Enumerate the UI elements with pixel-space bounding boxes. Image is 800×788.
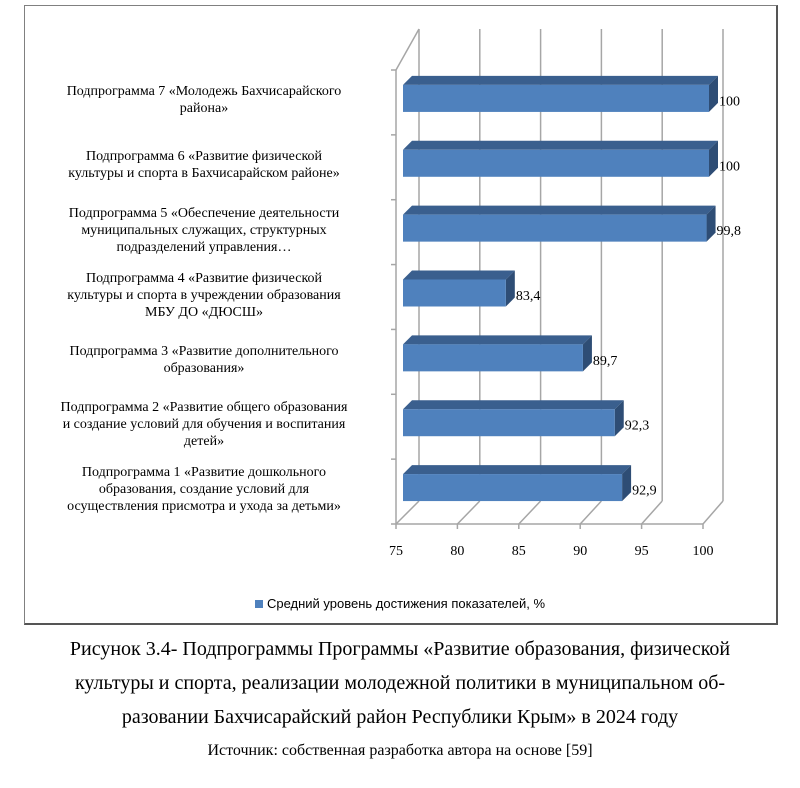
bar bbox=[403, 84, 709, 112]
bar-top bbox=[403, 270, 515, 280]
category-label: Подпрограмма 7 «Молодежь Бахчисарайского… bbox=[24, 83, 384, 117]
data-label: 89,7 bbox=[593, 354, 618, 369]
category-label: Подпрограмма 1 «Развитие дошкольного обра… bbox=[24, 464, 384, 515]
data-label: 92,3 bbox=[625, 419, 650, 434]
category-label-line: Подпрограмма 6 «Развитие физической bbox=[85, 149, 323, 165]
category-label: Подпрограмма 6 «Развитие физической культ… bbox=[24, 148, 384, 182]
chart-frame bbox=[24, 5, 778, 625]
bar-top bbox=[403, 75, 718, 85]
bar-top bbox=[403, 400, 624, 410]
category-label-line: МБУ ДО «ДЮСШ» bbox=[145, 304, 263, 320]
category-label: Подпрограмма 2 «Развитие общего образова… bbox=[24, 399, 384, 450]
bar bbox=[403, 409, 615, 437]
category-label-line: культуры и спорта в учреждении образован… bbox=[67, 287, 341, 303]
legend-swatch bbox=[254, 600, 263, 608]
bar bbox=[403, 149, 709, 177]
category-label-line: подразделений управления… bbox=[116, 239, 292, 255]
category-label-line: и создание условий для обучения и воспит… bbox=[62, 417, 346, 433]
bar-side bbox=[614, 400, 624, 437]
category-label: Подпрограмма 3 «Развитие дополнительного… bbox=[24, 343, 384, 377]
category-label: Подпрограмма 5 «Обеспечение деятельности… bbox=[24, 205, 384, 256]
caption-line: культуры и спорта, реализации молодежной… bbox=[74, 672, 726, 694]
bar-side bbox=[709, 140, 718, 177]
x-tick-label: 95 bbox=[635, 544, 649, 559]
category-label-line: Подпрограмма 2 «Развитие общего образова… bbox=[60, 400, 348, 416]
category-label-line: муниципальных служащих, структурных bbox=[81, 222, 327, 238]
floor-line bbox=[456, 500, 481, 525]
data-label: 100 bbox=[719, 94, 740, 109]
floor-line bbox=[518, 500, 542, 525]
bar bbox=[403, 474, 623, 502]
figure-caption: Рисунок 3.4- Подпрограммы Программы «Раз… bbox=[0, 632, 800, 734]
bar-top bbox=[403, 335, 592, 345]
legend: Средний уровень достижения показателей, … bbox=[0, 596, 800, 611]
data-label: 92,9 bbox=[632, 484, 657, 499]
category-label-line: осуществления присмотра и ухода за детьм… bbox=[67, 499, 341, 515]
x-tick-label: 90 bbox=[573, 544, 587, 559]
bar-side bbox=[709, 75, 718, 112]
bar-side bbox=[582, 335, 592, 372]
category-label-line: культуры и спорта в Бахчисарайском район… bbox=[68, 166, 340, 182]
data-label: 83,4 bbox=[516, 289, 541, 304]
bar-top bbox=[403, 140, 718, 150]
bar-side bbox=[706, 205, 716, 242]
bar-top bbox=[403, 465, 632, 475]
figure-source: Источник: собственная разработка автора … bbox=[207, 742, 593, 759]
category-label-line: Подпрограмма 1 «Развитие дошкольного bbox=[81, 465, 327, 481]
category-label-line: Подпрограмма 3 «Развитие дополнительного bbox=[69, 343, 339, 359]
category-label-line: Подпрограмма 5 «Обеспечение деятельности bbox=[68, 205, 340, 221]
legend-label: Средний уровень достижения показателей, … bbox=[266, 596, 546, 611]
x-tick-label: 85 bbox=[512, 544, 526, 559]
category-label-line: образования, создание условий для bbox=[98, 482, 310, 498]
bar-chart: 75 80 85 90 95 100 92,9 92,3 89,7 83,4 99,8 100 100 bbox=[389, 28, 742, 559]
data-label: 100 bbox=[719, 159, 740, 174]
x-tick-label: 75 bbox=[389, 544, 403, 559]
category-label: Подпрограмма 4 «Развитие физической культ… bbox=[24, 270, 384, 321]
bar-side bbox=[505, 270, 515, 307]
bar-top bbox=[403, 205, 716, 215]
caption-line: разовании Бахчисарайский район Республик… bbox=[121, 706, 679, 728]
floor-line bbox=[395, 500, 420, 525]
bar bbox=[403, 214, 707, 242]
bar bbox=[403, 279, 506, 307]
category-label-line: Подпрограмма 4 «Развитие физической bbox=[85, 270, 323, 286]
floor-line bbox=[702, 500, 724, 525]
x-tick-label: 100 bbox=[693, 544, 714, 559]
bar bbox=[403, 344, 583, 372]
category-label-line: Подпрограмма 7 «Молодежь Бахчисарайского bbox=[66, 84, 342, 100]
floor-line bbox=[641, 500, 663, 525]
x-tick-label: 80 bbox=[450, 544, 464, 559]
y-axis-depth bbox=[395, 28, 420, 71]
category-label-line: района» bbox=[179, 101, 229, 117]
floor-line bbox=[579, 500, 602, 525]
bar-side bbox=[622, 465, 632, 502]
category-label-line: детей» bbox=[183, 434, 225, 450]
category-label-line: образования» bbox=[163, 360, 245, 376]
caption-line: Рисунок 3.4- Подпрограммы Программы «Раз… bbox=[69, 638, 731, 660]
data-label: 99,8 bbox=[717, 224, 742, 239]
